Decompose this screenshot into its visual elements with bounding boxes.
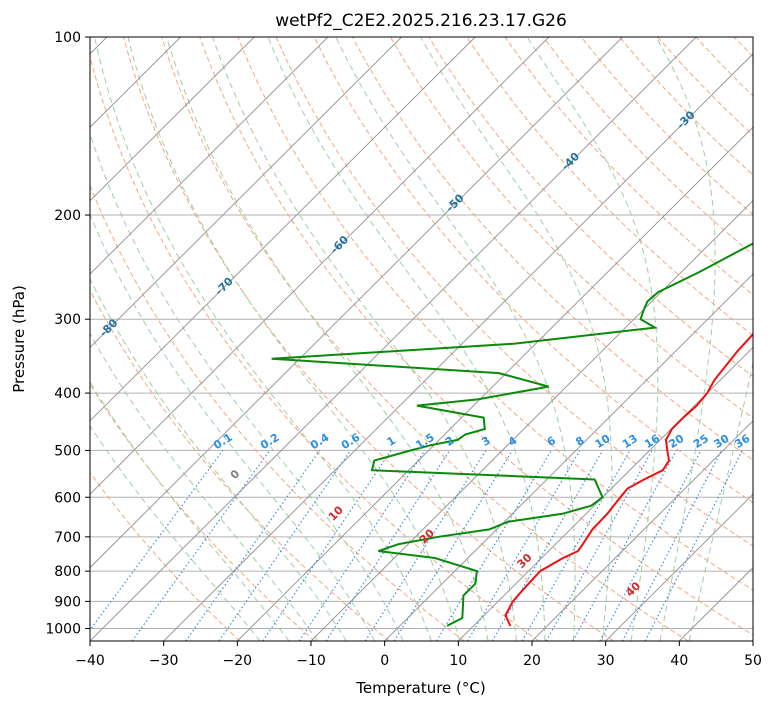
mixing-ratio-line: [491, 450, 604, 641]
sounding-lines: [271, 242, 753, 627]
isotherm-line: [90, 37, 255, 202]
moist-adiabat-line: [166, 37, 489, 641]
plot-frame: [89, 36, 754, 642]
x-tick-label: 50: [744, 653, 762, 669]
mixing-ratio-line: [393, 450, 513, 641]
x-axis-title: Temperature (°C): [355, 679, 485, 697]
x-tick-label: 20: [523, 653, 541, 669]
background-lines: [90, 37, 753, 641]
isotherm-line: [605, 493, 753, 641]
isotherm-label: -90: [0, 358, 5, 381]
moist-adiabat-line: [335, 37, 576, 641]
x-tick-label: 10: [449, 653, 467, 669]
moist-adiabat-line: [90, 213, 376, 641]
x-tick-label: −40: [75, 653, 105, 669]
dry-adiabat-line: [122, 37, 614, 641]
isotherm-line: [90, 37, 329, 275]
y-tick-label: 700: [54, 530, 81, 546]
dry-adiabat-line: [275, 37, 753, 547]
y-tick-label: 100: [54, 30, 81, 46]
moist-adiabat-line: [90, 425, 261, 641]
y-tick-label: 600: [54, 490, 81, 506]
isotherm-line: [236, 126, 753, 641]
y-tick-label: 500: [54, 443, 81, 459]
mixing-ratio-line: [325, 450, 451, 641]
x-tick-label: −30: [149, 653, 179, 669]
mixing-ratio-line: [545, 450, 653, 641]
moist-adiabat-line: [267, 37, 546, 641]
isotherm-line: [90, 37, 476, 422]
moist-adiabat-line: [655, 37, 716, 641]
x-tick-label: 0: [380, 653, 389, 669]
dry-adiabat-line: [161, 37, 689, 641]
dry-adiabat-line: [90, 289, 390, 641]
y-tick-label: 800: [54, 564, 81, 580]
dry-adiabat-line: [390, 37, 753, 419]
moist-adiabat-line: [94, 37, 432, 641]
moist-adiabat-line: [688, 360, 753, 641]
dewpoint-line: [271, 242, 753, 627]
x-tick-label: −10: [296, 653, 326, 669]
moist-adiabat-line: [420, 37, 613, 641]
mixing-ratio-line: [364, 450, 487, 641]
isotherm-line: [752, 640, 753, 641]
moist-adiabat-line: [90, 132, 404, 641]
dry-adiabat-line: [90, 383, 316, 641]
moist-adiabat-line: [127, 37, 461, 641]
dry-adiabat-line: [90, 184, 465, 641]
dry-adiabat-line: [428, 37, 753, 378]
y-tick-label: 200: [54, 208, 81, 224]
moist-adiabat-line: [90, 277, 347, 641]
mixing-ratio-line: [572, 450, 677, 641]
y-tick-label: 1000: [45, 621, 81, 637]
x-tick-label: 30: [597, 653, 615, 669]
mixing-ratio-line: [466, 450, 581, 641]
isotherm-line: [457, 346, 753, 641]
isotherm-line: [310, 199, 753, 641]
mixing-ratio-line: [218, 450, 351, 641]
plot-area: -100-90-80-70-60-50-40-30-20-10010203040…: [0, 36, 754, 642]
mixing-ratio-line: [521, 450, 631, 641]
temperature-line: [504, 332, 753, 627]
x-tick-label: 40: [670, 653, 688, 669]
moist-adiabat-line: [212, 37, 517, 641]
mixing-ratio-line: [435, 450, 552, 641]
y-tick-label: 400: [54, 386, 81, 402]
dry-adiabat-line: [199, 37, 753, 636]
moist-adiabat-line: [90, 380, 290, 641]
dry-adiabat-line: [504, 37, 753, 296]
moist-adiabat-line: [526, 37, 659, 641]
moist-adiabat-line: [90, 332, 319, 641]
chart-title: wetPf2_C2E2.2025.216.23.17.G26: [275, 11, 567, 31]
isotherm-line: [384, 273, 753, 641]
mixing-ratio-line: [185, 450, 321, 641]
y-axis: 100 200 300 400 500 600 700 800 900 1000: [45, 30, 90, 637]
isotherm-line: [531, 420, 753, 641]
isotherm-line: [90, 37, 550, 495]
isotherm-line: [163, 53, 753, 641]
dry-adiabat-line: [313, 37, 753, 504]
y-tick-label: 900: [54, 594, 81, 610]
dry-adiabat-line: [90, 54, 540, 641]
x-tick-label: −20: [223, 653, 253, 669]
dry-adiabat-line: [351, 37, 753, 461]
isotherm-line: [90, 37, 697, 641]
dry-adiabat-line: [90, 471, 241, 641]
y-tick-label: 300: [54, 312, 81, 328]
isotherm-line: [90, 37, 623, 569]
y-axis-title: Pressure (hPa): [10, 285, 28, 393]
x-axis: −40 −30 −20 −10 0 10 20 30 40 50: [75, 641, 762, 669]
dry-adiabat-line: [237, 37, 753, 591]
isotherm-line: [90, 37, 402, 349]
